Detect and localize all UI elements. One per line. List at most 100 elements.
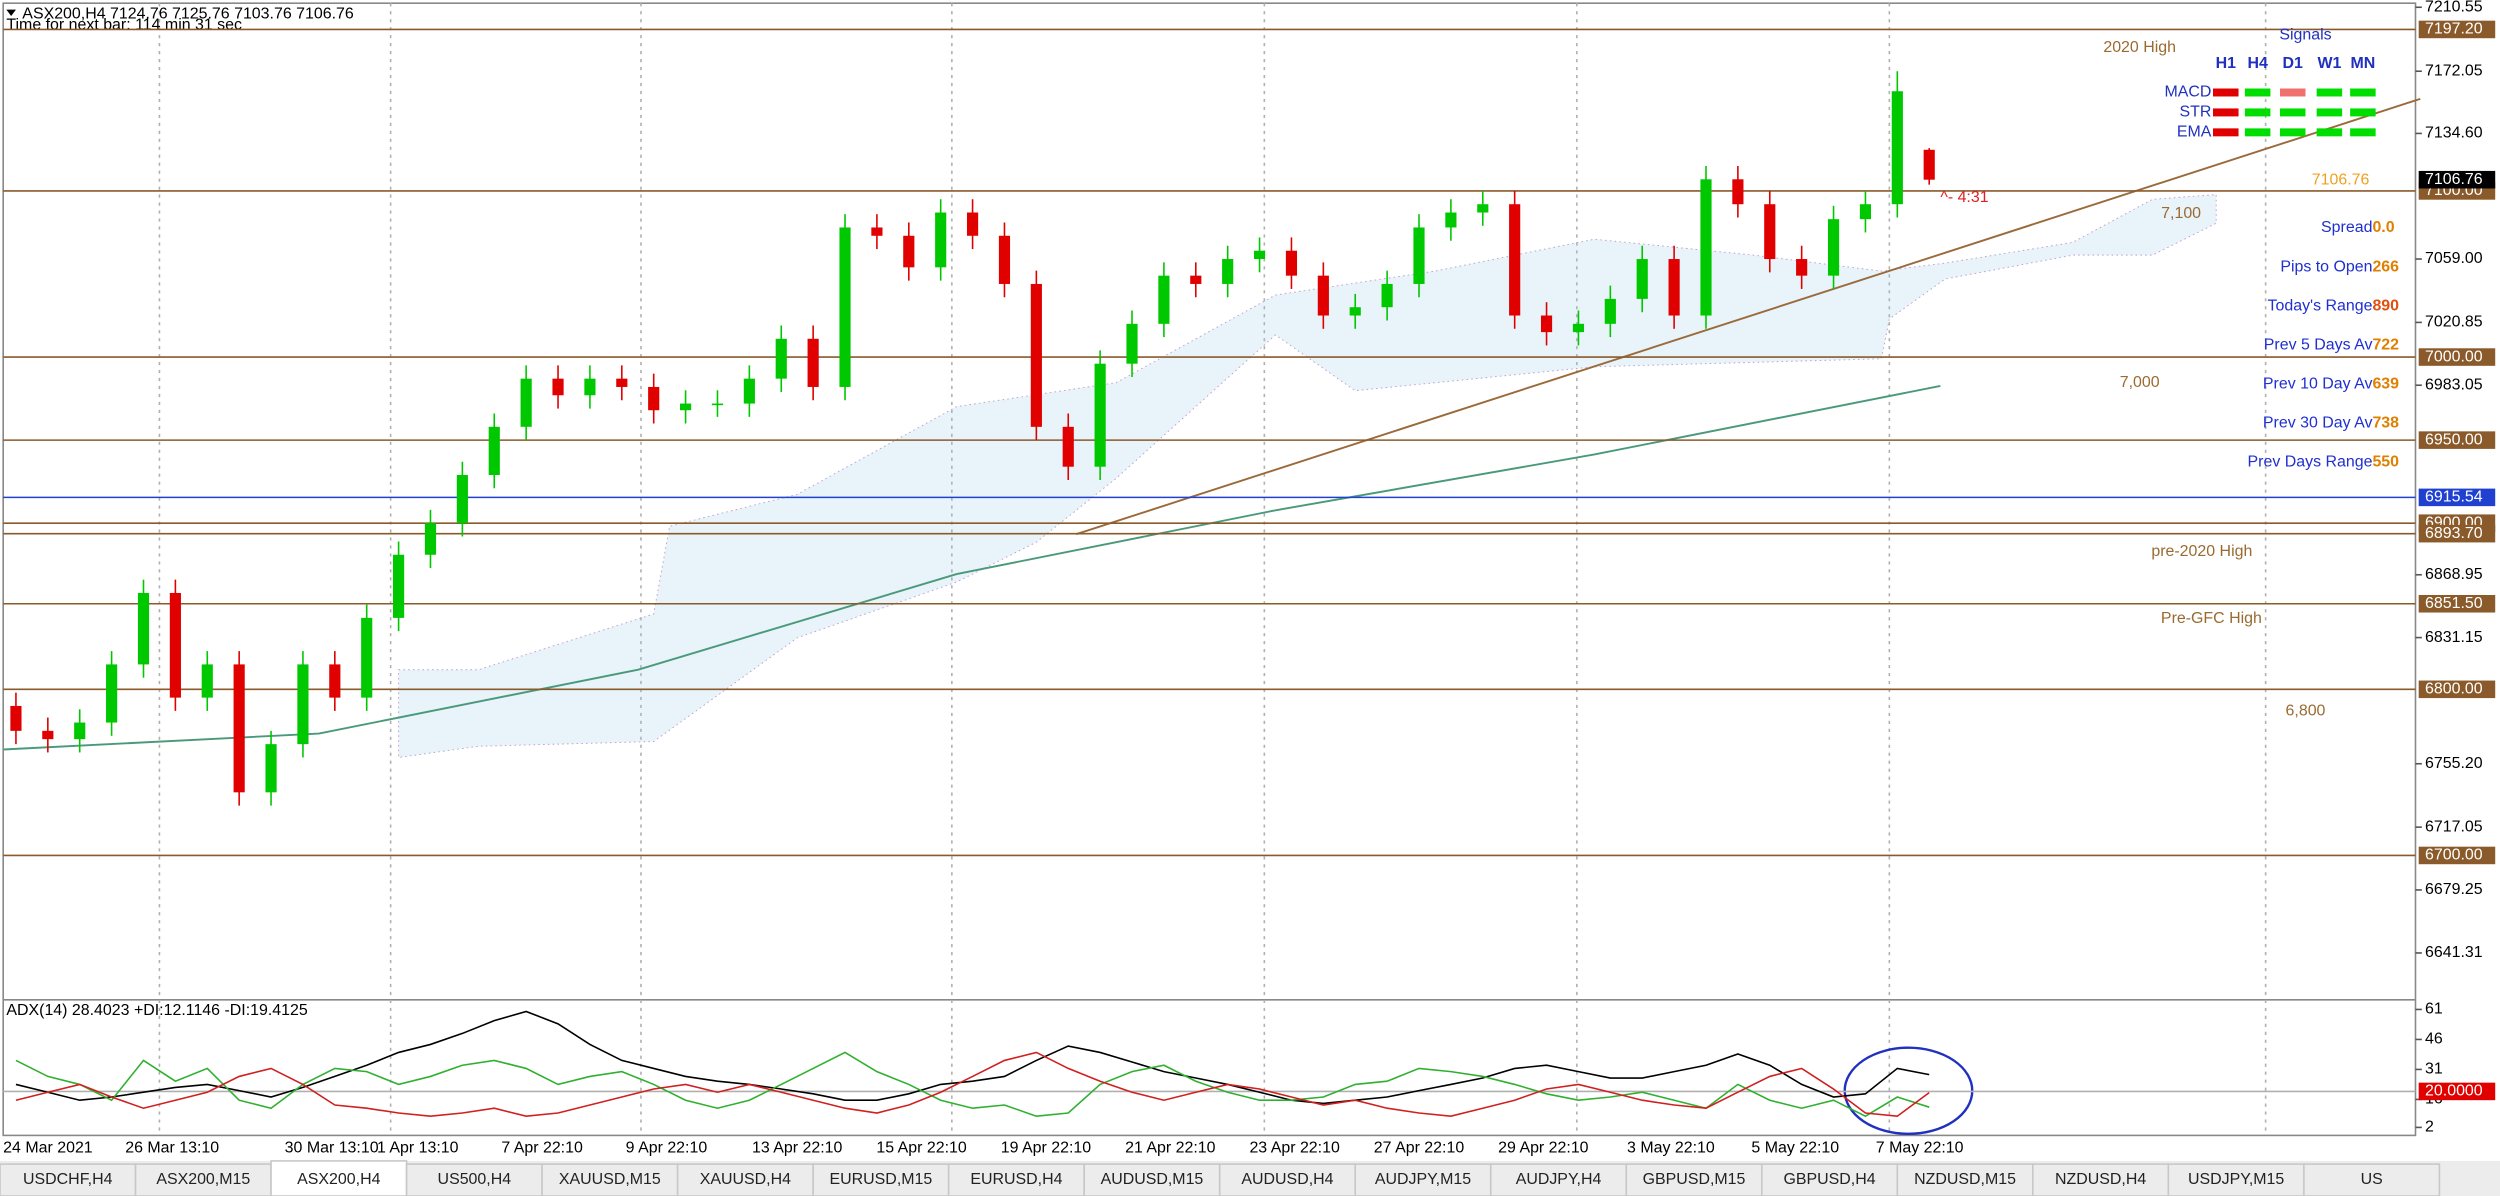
candle-body: [1859, 204, 1872, 220]
candle-body: [1317, 275, 1329, 316]
info-value: 890: [2372, 297, 2399, 314]
candle-body: [775, 338, 787, 379]
tab[interactable]: USDCHF,H4: [0, 1163, 137, 1196]
signal-cell: [2316, 88, 2343, 97]
level-box: [2418, 846, 2496, 865]
y-tick-label: 46: [2425, 1031, 2443, 1048]
candle-body: [807, 338, 819, 387]
level-label: 6851.50: [2425, 595, 2483, 612]
tab[interactable]: AUDUSD,H4: [1218, 1163, 1357, 1196]
tab-label[interactable]: GBPUSD,H4: [1784, 1171, 1876, 1188]
level-box: [2418, 348, 2496, 366]
collapse-icon[interactable]: [6, 9, 16, 16]
candle-body: [1445, 212, 1457, 228]
tab[interactable]: GBPUSD,H4: [1761, 1163, 1899, 1196]
tab-label[interactable]: AUDUSD,H4: [1241, 1171, 1333, 1188]
info-label: Prev 30 Day Av: [2263, 415, 2373, 432]
tab[interactable]: XAUUSD,H4: [676, 1163, 814, 1196]
annotation: 6,800: [2286, 702, 2326, 719]
tab[interactable]: GBPUSD,M15: [1625, 1163, 1763, 1196]
x-tick-label: 13 Apr 22:10: [752, 1139, 843, 1156]
candle-body: [1190, 275, 1202, 284]
y-tick-label: 6641.31: [2425, 944, 2483, 961]
candle-body: [1668, 259, 1680, 316]
tab[interactable]: AUDUSD,M15: [1083, 1163, 1221, 1196]
tab-label[interactable]: AUDUSD,M15: [1101, 1171, 1204, 1188]
plot-frame: [2, 2, 2417, 1137]
tab-label[interactable]: USDJPY,M15: [2188, 1171, 2284, 1188]
candle-body: [1413, 227, 1425, 284]
candle-body: [10, 705, 22, 731]
tab-label[interactable]: ASX200,H4: [297, 1171, 380, 1188]
tab-background: [2032, 1163, 2170, 1196]
candle-body: [1062, 426, 1074, 467]
tab-label[interactable]: ASX200,M15: [156, 1171, 250, 1188]
signals-column: MN: [2350, 55, 2375, 72]
candle-body: [1222, 259, 1234, 284]
tab-background: [270, 1160, 408, 1196]
tab-label[interactable]: XAUUSD,M15: [559, 1171, 661, 1188]
candle-body: [998, 235, 1011, 284]
tab[interactable]: EURUSD,M15: [812, 1163, 950, 1196]
tab[interactable]: USDJPY,M15: [2167, 1163, 2305, 1196]
tab[interactable]: XAUUSD,M15: [541, 1163, 679, 1196]
tab-background: [812, 1163, 950, 1196]
candle-body: [1509, 204, 1521, 316]
tab-label[interactable]: XAUUSD,H4: [700, 1171, 791, 1188]
candle-body: [329, 664, 341, 698]
tab-label[interactable]: USDCHF,H4: [23, 1171, 113, 1188]
tab[interactable]: NZDUSD,M15: [1896, 1163, 2034, 1196]
signals-row-label: EMA: [2177, 124, 2212, 141]
signal-cell: [2279, 128, 2306, 137]
tab-label[interactable]: GBPUSD,M15: [1643, 1171, 1746, 1188]
tab-label[interactable]: US: [2361, 1171, 2383, 1188]
candle-body: [1477, 204, 1489, 213]
tab[interactable]: ASX200,H4: [270, 1160, 408, 1196]
tab[interactable]: EURUSD,H4: [947, 1163, 1085, 1196]
tab-background: [541, 1163, 679, 1196]
tab[interactable]: AUDJPY,H4: [1489, 1163, 1628, 1196]
y-tick-label: 6868.95: [2425, 566, 2483, 583]
tab-label[interactable]: NZDUSD,H4: [2055, 1171, 2146, 1188]
tab-label[interactable]: NZDUSD,M15: [1914, 1171, 2016, 1188]
annotation: 7,000: [2120, 374, 2160, 391]
tab-label[interactable]: US500,H4: [438, 1171, 512, 1188]
annotation: 7,100: [2161, 205, 2201, 222]
y-tick-label: 7172.05: [2425, 62, 2483, 79]
candle-body: [456, 475, 468, 524]
annotation: ^- 4:31: [1940, 189, 1988, 206]
tab[interactable]: ASX200,M15: [134, 1163, 272, 1196]
x-tick-label: 3 May 22:10: [1627, 1139, 1715, 1156]
candle-body: [552, 378, 564, 396]
candle-body: [1923, 149, 1935, 180]
signal-cell: [2244, 128, 2271, 137]
tab-background: [947, 1163, 1085, 1196]
candle-body: [1572, 323, 1585, 333]
candle-body: [711, 403, 724, 406]
tab-label[interactable]: EURUSD,H4: [970, 1171, 1062, 1188]
signals-column: D1: [2283, 55, 2304, 72]
info-value: 550: [2372, 454, 2399, 471]
current-price-box: [2418, 170, 2496, 189]
tab[interactable]: AUDJPY,M15: [1354, 1163, 1492, 1196]
tab-background: [1083, 1163, 1221, 1196]
current-price-label: 7106.76: [2425, 171, 2483, 188]
candle-body: [1732, 179, 1744, 205]
x-tick-label: 23 Apr 22:10: [1249, 1139, 1340, 1156]
candle-body: [1158, 275, 1170, 324]
tab-label[interactable]: AUDJPY,H4: [1516, 1171, 1602, 1188]
candle-body: [648, 386, 660, 411]
level-label: 7000.00: [2425, 348, 2483, 365]
tab[interactable]: US500,H4: [405, 1163, 543, 1196]
candle-body: [743, 378, 755, 404]
tab-label[interactable]: AUDJPY,M15: [1375, 1171, 1471, 1188]
candle-body: [106, 664, 118, 723]
tab[interactable]: NZDUSD,H4: [2032, 1163, 2170, 1196]
symbol-info: ASX200,H4 7124.76 7125.76 7103.76 7106.7…: [22, 6, 354, 23]
tab-background: [676, 1163, 814, 1196]
x-tick-label: 7 Apr 22:10: [501, 1139, 583, 1156]
annotation: Pre-GFC High: [2161, 610, 2262, 627]
tab[interactable]: US: [2303, 1163, 2441, 1196]
tab-label[interactable]: EURUSD,M15: [830, 1171, 933, 1188]
candle-body: [839, 227, 851, 387]
